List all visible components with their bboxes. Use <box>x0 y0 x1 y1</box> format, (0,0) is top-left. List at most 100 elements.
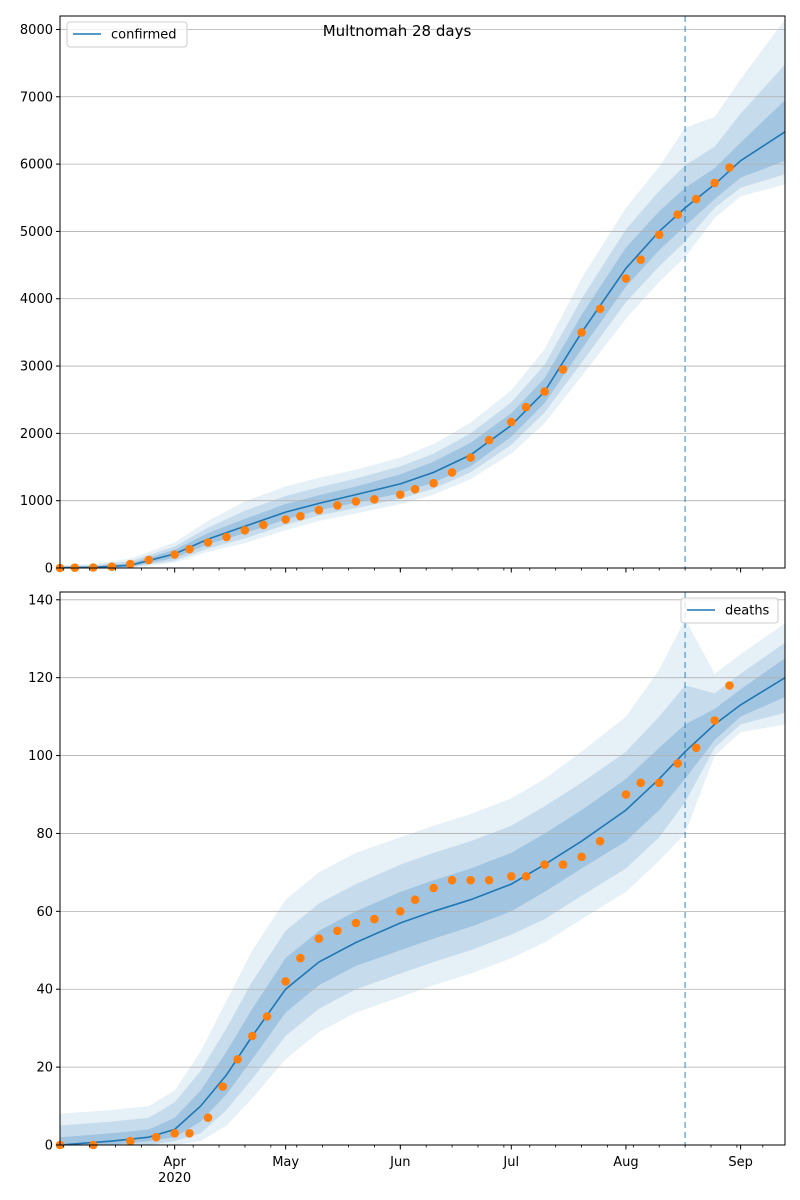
deaths-observed-point <box>710 716 719 725</box>
deaths-x-tick-label: May <box>272 1155 299 1170</box>
confirmed-observed-point <box>429 478 438 488</box>
deaths-band-inner <box>60 658 785 1145</box>
deaths-observed-point <box>621 790 631 799</box>
deaths-observed-point <box>595 836 605 846</box>
confirmed-observed-point <box>240 526 250 535</box>
deaths-y-tick-label: 0 <box>45 1139 53 1154</box>
deaths-observed-point <box>262 1012 272 1021</box>
confirmed-y-tick-label: 5000 <box>20 225 53 240</box>
deaths-y-tick-label: 80 <box>36 827 53 842</box>
confirmed-y-tick-label: 6000 <box>20 158 53 173</box>
confirmed-observed-point <box>259 520 268 530</box>
deaths-x-tick-label: Aug <box>613 1155 638 1170</box>
confirmed-observed-point <box>710 178 719 188</box>
confirmed-observed-point <box>540 387 549 396</box>
confirmed-observed-point <box>222 532 231 542</box>
deaths-observed-point <box>218 1082 228 1091</box>
deaths-x-tick-year: 2020 <box>158 1171 191 1186</box>
deaths-median-line <box>59 677 786 1146</box>
confirmed-observed-point <box>621 274 631 283</box>
deaths-observed-point <box>466 875 475 885</box>
confirmed-observed-point <box>595 304 605 314</box>
confirmed-observed-point <box>144 555 154 565</box>
deaths-x-tick-label: Sep <box>728 1155 753 1170</box>
deaths-observed-point <box>691 743 701 753</box>
deaths-legend-label: deaths <box>725 604 770 619</box>
chart-title: Multnomah 28 days <box>323 22 472 40</box>
deaths-observed-point <box>370 914 379 924</box>
deaths-observed-point <box>410 895 420 904</box>
confirmed-observed-point <box>410 484 420 494</box>
confirmed-legend-box <box>66 21 188 48</box>
deaths-observed-point <box>540 860 549 869</box>
deaths-x-tick-label: Apr <box>163 1155 186 1170</box>
confirmed-y-tick-label: 0 <box>45 562 53 577</box>
confirmed-observed-point <box>636 255 645 264</box>
deaths-x-tick-label: Jun <box>389 1155 410 1170</box>
confirmed-observed-point <box>185 544 194 554</box>
deaths-observed-point <box>248 1031 257 1041</box>
deaths-observed-point <box>484 875 494 885</box>
deaths-y-tick-label: 140 <box>28 593 53 608</box>
confirmed-band-middle <box>60 64 785 568</box>
confirmed-band-outer <box>60 19 785 568</box>
deaths-axes-frame <box>59 591 786 1146</box>
deaths-observed-point <box>507 872 516 881</box>
deaths-observed-point <box>351 918 361 928</box>
deaths-observed-point <box>429 883 438 893</box>
confirmed-uncertainty-bands <box>60 19 785 568</box>
deaths-observed-point <box>577 852 586 862</box>
confirmed-observed-point <box>673 210 682 219</box>
deaths-observed-points <box>55 681 734 1150</box>
confirmed-x-ticks <box>63 568 764 573</box>
deaths-observed-point <box>185 1129 194 1138</box>
deaths-observed-point <box>636 778 645 788</box>
confirmed-legend-label: confirmed <box>111 28 177 43</box>
deaths-observed-point <box>281 977 290 986</box>
deaths-observed-point <box>396 907 405 916</box>
confirmed-observed-point <box>203 538 213 547</box>
confirmed-observed-point <box>314 505 324 515</box>
confirmed-y-tick-label: 4000 <box>20 292 53 307</box>
deaths-x-tick-label: Jul <box>502 1155 519 1170</box>
confirmed-y-tick-label: 3000 <box>20 360 53 375</box>
confirmed-observed-point <box>281 515 290 524</box>
deaths-legend-box <box>680 597 779 624</box>
confirmed-observed-point <box>654 230 664 240</box>
confirmed-observed-point <box>691 194 701 204</box>
deaths-observed-point <box>203 1113 213 1122</box>
deaths-observed-point <box>725 681 734 690</box>
confirmed-observed-point <box>107 562 117 571</box>
confirmed-band-inner <box>60 100 785 568</box>
deaths-y-tick-label: 40 <box>36 983 53 998</box>
confirmed-observed-point <box>396 490 405 499</box>
deaths-observed-point <box>170 1129 179 1138</box>
confirmed-observed-point <box>507 417 516 427</box>
confirmed-observed-point <box>725 163 734 172</box>
deaths-band-outer <box>60 619 785 1145</box>
confirmed-observed-point <box>370 495 379 504</box>
deaths-observed-point <box>151 1132 161 1142</box>
deaths-y-tick-label: 60 <box>36 905 53 920</box>
confirmed-y-tick-label: 7000 <box>20 90 53 105</box>
confirmed-y-ticks: 0 1000 2000 3000 4000 5000 6000 7000 8000 <box>20 23 60 577</box>
deaths-y-tick-label: 100 <box>28 749 53 764</box>
confirmed-observed-point <box>577 328 586 337</box>
deaths-y-ticks: 0 20 40 60 80 100 120 140 <box>28 593 60 1154</box>
confirmed-observed-points <box>55 163 734 573</box>
deaths-model-line <box>59 677 786 1146</box>
deaths-observed-point <box>333 926 342 936</box>
deaths-y-tick-label: 20 <box>36 1061 53 1076</box>
deaths-observed-point <box>126 1136 135 1146</box>
deaths-band-middle <box>60 642 785 1145</box>
confirmed-observed-point <box>351 497 361 506</box>
confirmed-y-tick-label: 2000 <box>20 427 53 442</box>
confirmed-observed-point <box>170 550 179 559</box>
confirmed-axes-frame <box>59 15 786 569</box>
deaths-observed-point <box>521 872 531 881</box>
deaths-y-tick-label: 120 <box>28 671 53 686</box>
confirmed-y-tick-label: 8000 <box>20 23 53 38</box>
confirmed-panel: 0 1000 2000 3000 4000 5000 6000 7000 8000 Multno… <box>20 15 786 577</box>
